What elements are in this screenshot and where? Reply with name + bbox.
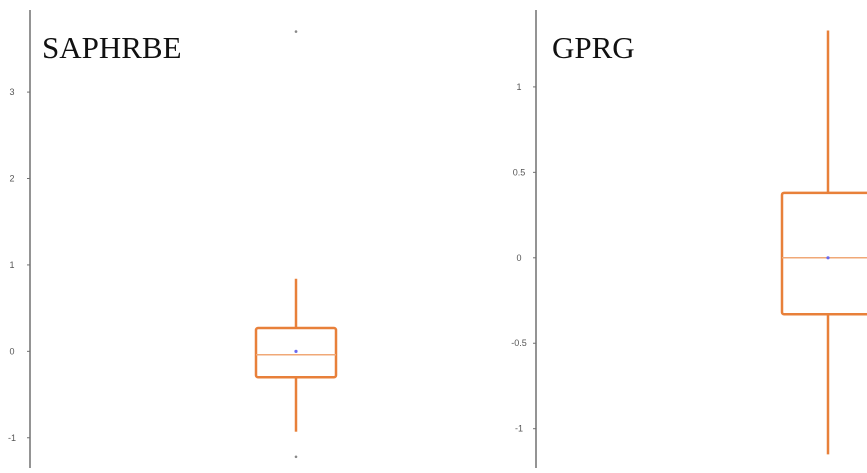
mean-marker <box>294 349 298 353</box>
iqr-box <box>780 191 867 316</box>
y-axis-ticks: 1 0.5 0 -0.5 -1 <box>511 82 536 434</box>
y-tick-label: 1 <box>516 82 521 92</box>
y-tick-label: 0 <box>516 253 521 263</box>
y-tick-label: -1 <box>8 433 16 443</box>
chart-title: GPRG <box>552 30 635 65</box>
y-tick-label: 2 <box>9 174 14 184</box>
box-gprg <box>780 30 867 455</box>
y-tick-label: 1 <box>9 260 14 270</box>
y-tick-label: 0.5 <box>513 167 526 177</box>
boxplot-panel-gprg: 1 0.5 0 -0.5 -1 GPRG <box>511 10 867 468</box>
outlier-point <box>294 30 298 33</box>
y-tick-label: 0 <box>9 346 14 356</box>
mean-marker <box>826 256 830 260</box>
y-axis-ticks: 3 2 1 0 -1 <box>8 87 30 443</box>
chart-title: SAPHRBE <box>42 30 182 65</box>
y-tick-label: 3 <box>9 87 14 97</box>
y-tick-label: -0.5 <box>511 338 527 348</box>
outlier-point <box>294 455 298 459</box>
boxplot-panel-saphrbe: 3 2 1 0 -1 SAPHRBE <box>8 10 338 468</box>
box-saphrbe <box>254 30 338 459</box>
y-tick-label: -1 <box>515 424 523 434</box>
